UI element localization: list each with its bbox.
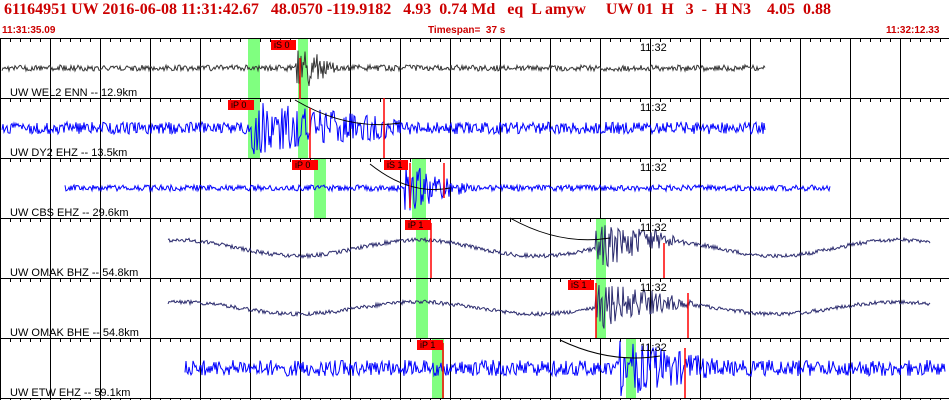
waveform-trace [1, 50, 766, 87]
pick-label: iP 1 [420, 340, 435, 350]
station-label: UW OMAK BHE -- 54.8km [10, 327, 139, 339]
pick-label: iS 1 [387, 160, 403, 170]
pick-label: iP 1 [408, 220, 423, 230]
station-label: UW OMAK BHZ -- 54.8km [10, 267, 138, 279]
minute-label: 11:32 [640, 342, 667, 354]
pick-label: iP 0 [295, 160, 310, 170]
pick-box[interactable] [228, 100, 254, 110]
phase-window [314, 159, 326, 218]
trace-panel[interactable]: iP 0 iS 1 11:32 UW CBS EHZ -- 29.6km [10, 159, 831, 219]
minute-label: 11:32 [640, 222, 667, 234]
minute-label: 11:32 [640, 282, 667, 294]
trace-panel[interactable]: iS 0 11:32 UW WEL2 ENN -- 12.9km [1, 39, 766, 108]
pick-label: iS 0 [274, 40, 290, 50]
trace-panel[interactable]: iP 1 11:32 UW OMAK BHZ -- 54.8km [10, 217, 931, 279]
waveform-trace [167, 285, 931, 329]
pick-box[interactable] [568, 280, 594, 290]
trace-panels: iS 0 11:32 UW WEL2 ENN -- 12.9km iP 0 11:32 U… [1, 39, 946, 399]
end-time-label: 11:32:12.33 [886, 25, 940, 36]
event-header: 61164951 UW 2016-06-08 11:31:42.67 48.05… [0, 0, 949, 36]
station-label: UW CBS EHZ -- 29.6km [10, 207, 129, 219]
minute-label: 11:32 [640, 162, 667, 174]
phase-window [416, 219, 428, 278]
pick-box[interactable] [384, 160, 408, 170]
coda-curve [559, 339, 661, 359]
time-grid [0, 38, 949, 400]
trace-panel[interactable]: iP 1 11:32 UW ETW EHZ -- 59.1km [10, 339, 946, 399]
trace-panel[interactable]: iP 0 11:32 UW DY2 EHZ -- 13.5km [1, 98, 766, 159]
waveform-trace [184, 340, 946, 397]
phase-window [416, 279, 428, 338]
pick-box[interactable] [405, 220, 431, 230]
phase-window [596, 219, 606, 278]
start-time-label: 11:31:35.09 [2, 25, 56, 36]
phase-window [626, 339, 636, 398]
coda-curve [509, 217, 611, 241]
trace-panel[interactable]: iS 1 11:32 UW OMAK BHE -- 54.8km [10, 279, 931, 339]
station-label: UW DY2 EHZ -- 13.5km [10, 147, 127, 159]
event-summary-title: 61164951 UW 2016-06-08 11:31:42.67 48.05… [4, 1, 831, 18]
waveform-trace [64, 165, 831, 211]
station-label: UW ETW EHZ -- 59.1km [10, 387, 130, 399]
pick-label: iP 0 [231, 100, 246, 110]
phase-window [298, 99, 308, 158]
pick-box[interactable] [292, 160, 318, 170]
phase-window [432, 339, 444, 398]
pick-box[interactable] [417, 340, 443, 350]
seismogram-plot[interactable]: iS 0 11:32 UW WEL2 ENN -- 12.9km iP 0 11:32 U… [0, 38, 949, 400]
timespan-label: Timespan= 37 s [428, 25, 506, 36]
waveform-trace [167, 225, 931, 268]
minute-label: 11:32 [640, 102, 667, 114]
station-label: UW WEL2 ENN -- 12.9km [10, 87, 137, 99]
pick-box[interactable] [271, 40, 296, 50]
pick-label: iS 1 [571, 280, 587, 290]
coda-curve [294, 99, 401, 126]
minute-label: 11:32 [640, 42, 667, 54]
